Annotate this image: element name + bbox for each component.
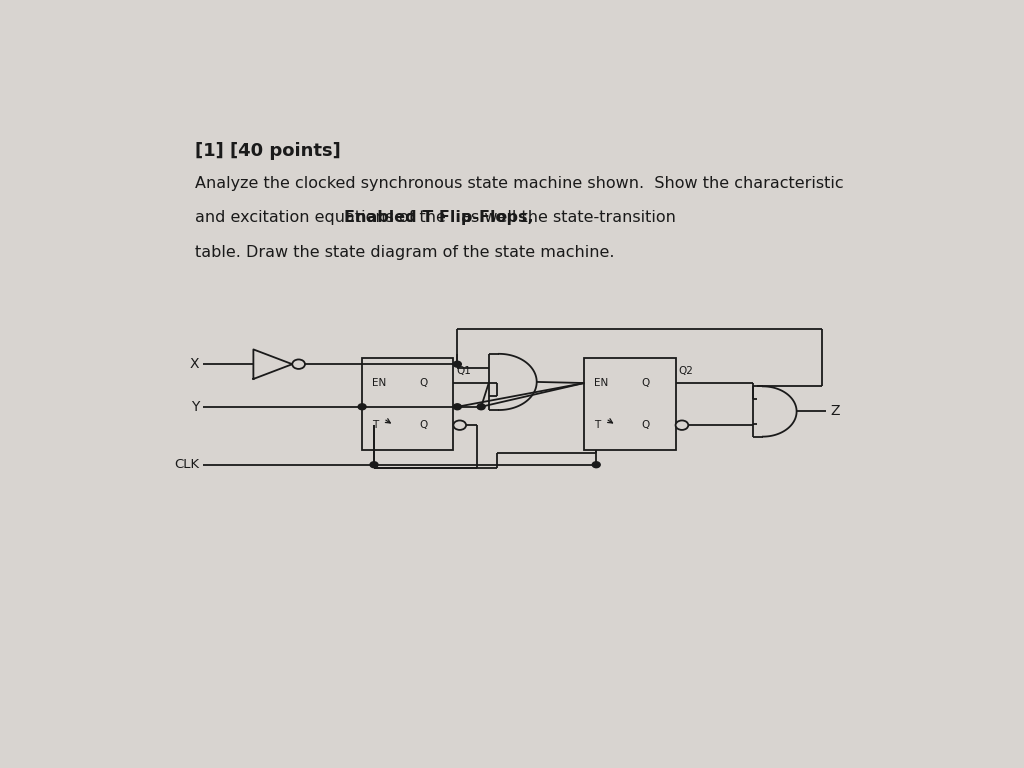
Text: CLK: CLK [174, 458, 200, 472]
Circle shape [370, 462, 378, 468]
Circle shape [676, 420, 688, 430]
Circle shape [358, 404, 367, 409]
Text: Q: Q [419, 420, 427, 430]
Circle shape [454, 420, 466, 430]
Text: EN: EN [372, 378, 386, 388]
Text: and excitation equations of the: and excitation equations of the [196, 210, 452, 226]
Circle shape [454, 404, 461, 409]
Text: [1] [40 points]: [1] [40 points] [196, 142, 341, 161]
Bar [585, 358, 676, 450]
Text: Y: Y [191, 400, 200, 414]
Text: T: T [594, 420, 600, 430]
Text: Enabled T Flip-Flops,: Enabled T Flip-Flops, [344, 210, 534, 226]
Text: as well the state-transition: as well the state-transition [456, 210, 676, 226]
Text: Q: Q [641, 378, 649, 388]
Text: EN: EN [594, 378, 608, 388]
Text: T: T [372, 420, 378, 430]
Text: Z: Z [830, 405, 840, 419]
Bar [362, 358, 454, 450]
Circle shape [292, 359, 305, 369]
Text: Q: Q [641, 420, 649, 430]
Text: X: X [189, 357, 200, 371]
Text: Q2: Q2 [679, 366, 693, 376]
Circle shape [454, 361, 461, 367]
Circle shape [477, 404, 485, 409]
Text: Q1: Q1 [457, 366, 471, 376]
Text: Analyze the clocked synchronous state machine shown.  Show the characteristic: Analyze the clocked synchronous state ma… [196, 176, 844, 191]
Circle shape [592, 462, 600, 468]
Text: table. Draw the state diagram of the state machine.: table. Draw the state diagram of the sta… [196, 245, 615, 260]
Text: Q: Q [419, 378, 427, 388]
